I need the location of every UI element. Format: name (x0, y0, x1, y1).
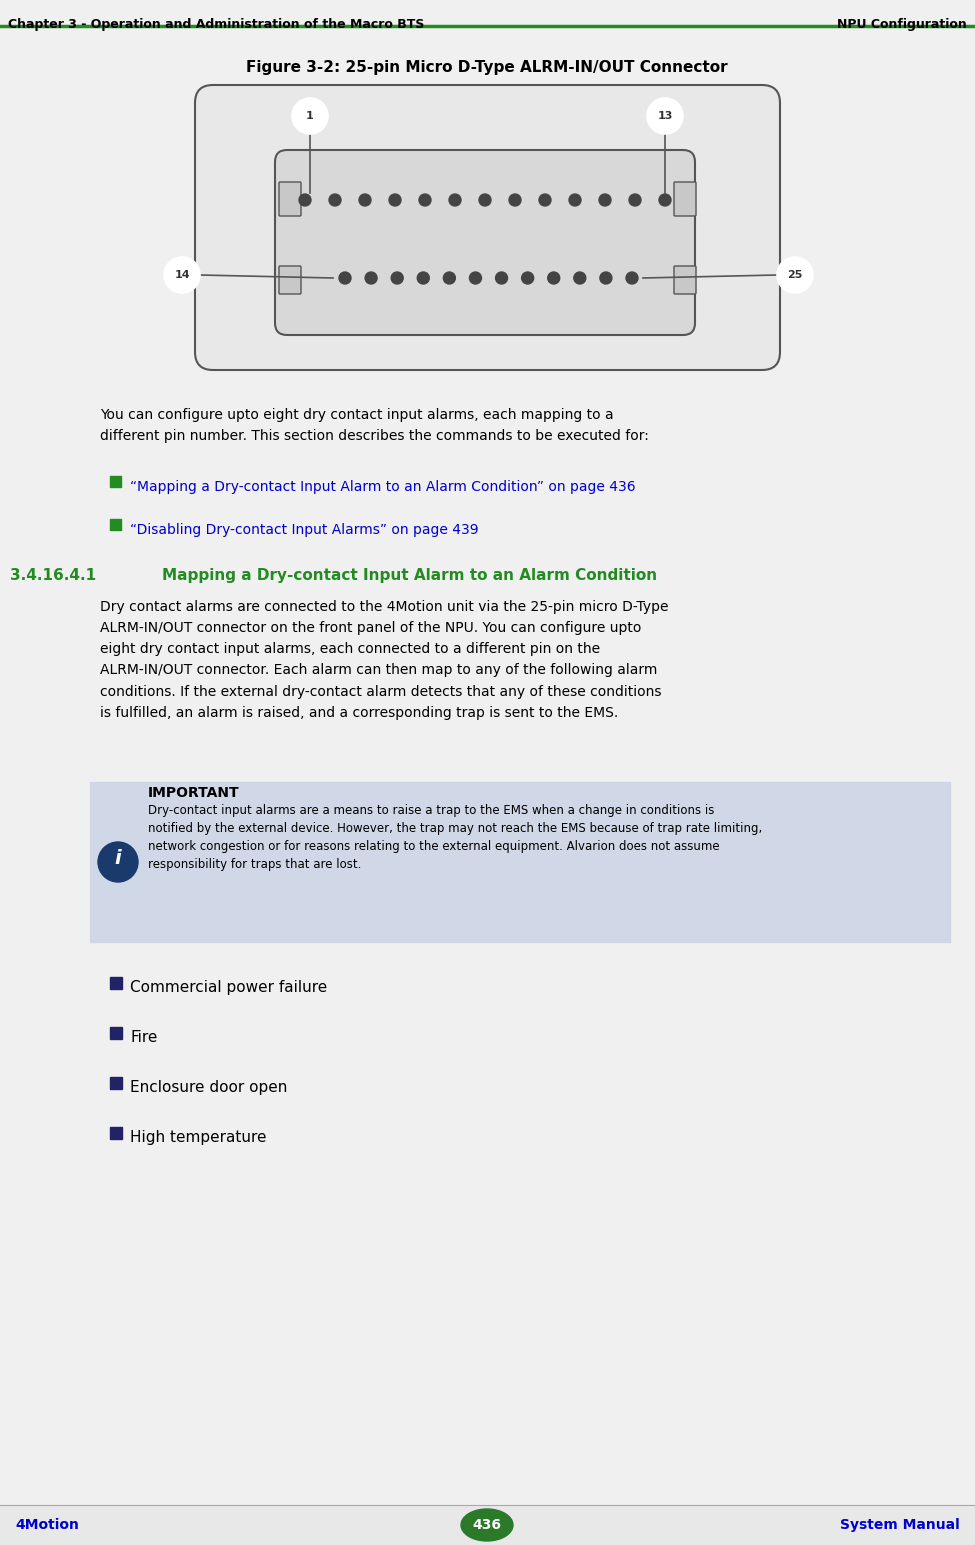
FancyBboxPatch shape (195, 85, 780, 369)
Circle shape (569, 195, 581, 205)
Bar (110, 1126, 122, 1139)
Text: Fire: Fire (130, 1031, 157, 1044)
Circle shape (469, 272, 482, 284)
Circle shape (659, 195, 671, 205)
Bar (90, 782, 950, 942)
Circle shape (574, 272, 586, 284)
Circle shape (365, 272, 377, 284)
FancyBboxPatch shape (674, 266, 696, 294)
Text: NPU Configuration: NPU Configuration (838, 19, 967, 31)
Circle shape (599, 195, 611, 205)
Circle shape (98, 842, 138, 882)
Bar (110, 476, 121, 487)
Circle shape (292, 97, 328, 134)
Text: Dry contact alarms are connected to the 4Motion unit via the 25-pin micro D-Type: Dry contact alarms are connected to the … (100, 599, 669, 720)
Circle shape (479, 195, 491, 205)
FancyBboxPatch shape (674, 182, 696, 216)
Text: 3.4.16.4.1: 3.4.16.4.1 (10, 569, 97, 582)
Circle shape (495, 272, 508, 284)
Text: 436: 436 (473, 1519, 501, 1533)
Circle shape (389, 195, 401, 205)
Text: 13: 13 (657, 111, 673, 121)
Text: IMPORTANT: IMPORTANT (148, 786, 240, 800)
Circle shape (548, 272, 560, 284)
Circle shape (417, 272, 429, 284)
Circle shape (626, 272, 638, 284)
Bar (110, 976, 122, 989)
Text: Figure 3-2: 25-pin Micro D-Type ALRM-IN/OUT Connector: Figure 3-2: 25-pin Micro D-Type ALRM-IN/… (246, 60, 727, 76)
Text: “Disabling Dry-contact Input Alarms” on page 439: “Disabling Dry-contact Input Alarms” on … (130, 524, 479, 538)
Text: 14: 14 (175, 270, 190, 280)
Text: Enclosure door open: Enclosure door open (130, 1080, 288, 1095)
Circle shape (629, 195, 641, 205)
Bar (110, 1027, 122, 1038)
Circle shape (444, 272, 455, 284)
Text: 4Motion: 4Motion (15, 1519, 79, 1533)
Text: Chapter 3 - Operation and Administration of the Macro BTS: Chapter 3 - Operation and Administration… (8, 19, 424, 31)
Text: i: i (115, 848, 121, 867)
Circle shape (329, 195, 341, 205)
Circle shape (449, 195, 461, 205)
Circle shape (539, 195, 551, 205)
Text: High temperature: High temperature (130, 1129, 266, 1145)
Circle shape (339, 272, 351, 284)
Circle shape (299, 195, 311, 205)
FancyBboxPatch shape (279, 266, 301, 294)
Text: 1: 1 (306, 111, 314, 121)
Text: Mapping a Dry-contact Input Alarm to an Alarm Condition: Mapping a Dry-contact Input Alarm to an … (162, 569, 657, 582)
Circle shape (509, 195, 521, 205)
Ellipse shape (461, 1509, 513, 1540)
Text: System Manual: System Manual (840, 1519, 960, 1533)
Circle shape (359, 195, 371, 205)
Bar (0, 1505, 975, 1545)
Text: 25: 25 (788, 270, 802, 280)
Text: “Mapping a Dry-contact Input Alarm to an Alarm Condition” on page 436: “Mapping a Dry-contact Input Alarm to an… (130, 480, 636, 494)
FancyBboxPatch shape (279, 182, 301, 216)
Text: Commercial power failure: Commercial power failure (130, 980, 328, 995)
FancyBboxPatch shape (275, 150, 695, 335)
Text: You can configure upto eight dry contact input alarms, each mapping to a
differe: You can configure upto eight dry contact… (100, 408, 649, 443)
Circle shape (164, 256, 200, 294)
Circle shape (419, 195, 431, 205)
Text: Dry-contact input alarms are a means to raise a trap to the EMS when a change in: Dry-contact input alarms are a means to … (148, 803, 762, 871)
Bar (0, 0, 975, 26)
Circle shape (647, 97, 683, 134)
Circle shape (777, 256, 813, 294)
Circle shape (391, 272, 404, 284)
Circle shape (522, 272, 533, 284)
Circle shape (600, 272, 612, 284)
Bar (110, 1077, 122, 1089)
Bar (110, 519, 121, 530)
